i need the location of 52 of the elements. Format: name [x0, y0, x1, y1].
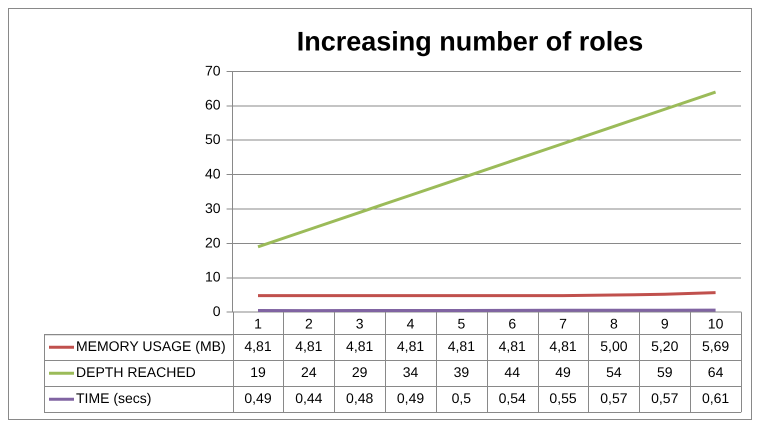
x-tick-label: 3: [356, 315, 364, 332]
chart-title: Increasing number of roles: [296, 26, 644, 57]
x-tick-label: 10: [708, 315, 724, 332]
data-label: 0,61: [702, 390, 730, 406]
data-label: 0,49: [244, 390, 272, 406]
data-label: 44: [504, 364, 520, 380]
data-label: 49: [555, 364, 572, 380]
y-tick-label: 50: [204, 131, 221, 148]
y-tick-label: 20: [204, 234, 221, 250]
x-tick-label: 2: [304, 315, 313, 332]
data-label: 4,81: [244, 338, 272, 354]
x-tick-label: 4: [406, 315, 415, 332]
x-tick-label: 6: [508, 315, 516, 332]
data-label: 39: [454, 364, 470, 380]
data-label: 4,81: [396, 338, 424, 354]
data-label: 0,44: [295, 390, 323, 406]
x-tick-label: 8: [610, 315, 618, 332]
data-label: 24: [301, 364, 317, 380]
x-tick-label: 7: [559, 315, 568, 332]
data-label: 34: [402, 364, 419, 380]
data-label: 5,69: [702, 338, 730, 354]
data-label: 59: [656, 364, 673, 380]
legend-label: TIME (secs): [76, 390, 152, 406]
data-label: 0,49: [396, 390, 424, 406]
y-tick-label: 0: [212, 303, 221, 320]
x-tick-label: 1: [254, 315, 262, 332]
data-label: 64: [708, 364, 724, 380]
y-tick-label: 70: [204, 62, 221, 78]
y-tick-label: 30: [204, 200, 221, 216]
data-label: 29: [352, 364, 368, 380]
data-label: 0,48: [346, 390, 374, 406]
data-label: 5,20: [651, 338, 679, 354]
y-tick-label: 60: [204, 96, 221, 113]
y-tick-label: 40: [204, 165, 221, 182]
data-label: 4,81: [346, 338, 374, 354]
data-label: 54: [606, 364, 622, 380]
data-label: 0,55: [549, 390, 577, 406]
data-label: 4,81: [498, 338, 526, 354]
data-label: 0,57: [651, 390, 679, 406]
y-tick-label: 10: [204, 268, 221, 285]
x-tick-label: 5: [457, 315, 466, 332]
legend-label: DEPTH REACHED: [76, 364, 196, 380]
x-tick-label: 9: [660, 315, 669, 332]
legend-label: MEMORY USAGE (MB): [76, 338, 226, 354]
data-label: 4,81: [295, 338, 323, 354]
data-label: 0,5: [452, 390, 472, 406]
data-label: 19: [250, 364, 266, 380]
data-label: 4,81: [448, 338, 476, 354]
data-label: 4,81: [549, 338, 577, 354]
data-label: 0,57: [600, 390, 628, 406]
data-label: 0,54: [498, 390, 526, 406]
data-label: 5,00: [600, 338, 628, 354]
